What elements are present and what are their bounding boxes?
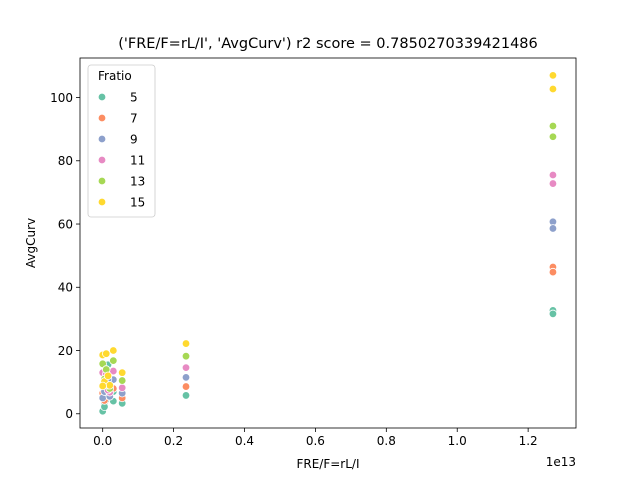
legend-label-11: 11: [130, 153, 145, 167]
legend-item-5: 5: [97, 90, 138, 104]
y-tick-label-5: 100: [50, 91, 73, 105]
x-tick-label-0: 0.0: [93, 434, 112, 448]
x-tick-label-6: 1.2: [519, 434, 538, 448]
plot-frame: [79, 57, 577, 429]
point-15-9: [548, 71, 558, 80]
y-axis-label: AvgCurv: [24, 218, 38, 268]
y-tick-label-2: 40: [58, 281, 73, 295]
x-tick-label-4: 0.8: [377, 434, 396, 448]
x-tick-label-5: 1.0: [448, 434, 467, 448]
y-tick-label-1: 20: [58, 344, 73, 358]
legend-label-5: 5: [130, 90, 138, 104]
y-tick-label-3: 60: [58, 217, 73, 231]
point-11-7: [181, 363, 191, 372]
x-tick-label-2: 0.4: [235, 434, 254, 448]
points-layer: [98, 71, 558, 416]
legend-item-11: 11: [97, 153, 145, 167]
x-axis-offset-text: 1e13: [546, 455, 576, 469]
point-7-7: [181, 382, 191, 391]
legend-marker-15: [97, 197, 107, 207]
point-9-7: [181, 373, 191, 382]
point-15-10: [548, 84, 558, 94]
point-15-4: [109, 346, 118, 355]
point-15-2: [102, 349, 111, 358]
point-11-5: [117, 383, 127, 393]
point-5-12: [548, 309, 558, 319]
point-11-9: [548, 179, 558, 188]
point-15-8: [181, 339, 191, 348]
legend-title: Fratio: [98, 69, 132, 83]
legend: Fratio 5 7 9 11 13 15: [87, 64, 156, 218]
legend-label-7: 7: [130, 111, 138, 125]
point-13-9: [548, 132, 558, 141]
x-tick-label-3: 0.6: [306, 434, 325, 448]
legend-marker-9: [97, 134, 107, 144]
series-15: [98, 71, 558, 391]
point-15-5: [117, 368, 127, 377]
legend-label-9: 9: [130, 132, 138, 146]
point-15-6: [103, 371, 113, 381]
legend-frame: [87, 64, 156, 218]
point-7-9: [548, 267, 558, 277]
point-15-7: [98, 381, 107, 391]
legend-item-9: 9: [97, 132, 138, 146]
point-13-4: [109, 356, 118, 365]
legend-label-15: 15: [130, 195, 145, 209]
legend-item-7: 7: [97, 111, 138, 125]
legend-marker-11: [97, 155, 107, 165]
point-15-3: [105, 381, 114, 390]
x-tick-label-1: 0.2: [164, 434, 183, 448]
y-axis: 0 20 40 60 80 100: [50, 91, 80, 421]
legend-marker-5: [97, 92, 107, 102]
point-11-8: [548, 170, 558, 180]
legend-marker-7: [97, 113, 107, 123]
chart-title: ('FRE/F=rL/I', 'AvgCurv') r2 score = 0.7…: [118, 36, 538, 52]
point-13-8: [548, 121, 558, 131]
point-13-5: [117, 376, 127, 385]
point-9-9: [548, 224, 558, 233]
legend-item-15: 15: [97, 195, 145, 209]
point-13-7: [181, 352, 191, 361]
x-axis: 0.0 0.2 0.4 0.6 0.8 1.0 1.2: [93, 428, 538, 448]
legend-marker-13: [97, 176, 107, 186]
legend-item-13: 13: [97, 174, 145, 188]
point-5-10: [181, 391, 191, 400]
x-axis-label: FRE/F=rL/I: [296, 457, 359, 471]
legend-label-13: 13: [130, 174, 145, 188]
y-tick-label-0: 0: [65, 407, 73, 421]
y-tick-label-4: 80: [58, 154, 73, 168]
